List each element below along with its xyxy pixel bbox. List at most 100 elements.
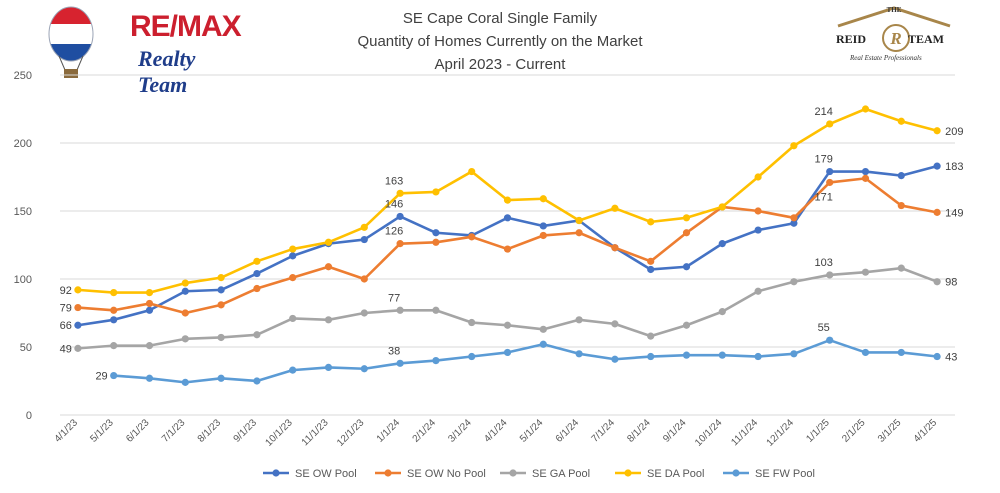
data-point [647,352,655,361]
data-point [289,245,297,253]
x-tick-label: 8/1/23 [196,417,224,445]
y-tick-label: 150 [14,206,32,218]
x-tick-label: 6/1/24 [554,417,582,445]
data-point [826,178,834,187]
data-point [790,350,798,358]
data-point [790,214,798,222]
data-point [360,235,368,244]
data-label: 55 [818,322,830,334]
data-point [110,316,118,324]
data-point [396,189,404,197]
data-point [360,309,368,317]
data-point [110,371,118,380]
data-point [754,287,762,295]
x-tick-label: 5/1/24 [518,417,546,445]
data-point [503,196,512,204]
data-point [396,240,404,248]
data-point [110,342,118,350]
data-point [682,214,691,222]
data-label: 183 [945,161,963,173]
data-point [861,348,870,357]
data-point [575,316,583,324]
x-tick-label: 10/1/24 [693,417,725,449]
x-tick-label: 7/1/23 [160,417,188,445]
data-point [74,286,82,294]
data-point [861,268,870,276]
data-point [289,274,297,282]
data-point [145,374,154,382]
data-point [539,325,547,333]
hot-air-balloon-icon [48,6,94,78]
data-point [611,355,619,363]
data-label: 146 [385,198,403,210]
data-point [611,244,619,252]
data-point [826,120,834,128]
data-point [647,332,655,340]
x-tick-label: 5/1/23 [88,417,116,445]
data-point [217,301,225,309]
x-tick-label: 2/1/25 [840,417,868,445]
reid-the-text: THE [886,6,902,14]
data-point [396,212,404,221]
data-label: 66 [60,320,72,332]
y-tick-label: 50 [20,342,32,354]
legend-item: SE DA Pool [615,468,704,480]
data-point [790,219,798,227]
reid-team-text: TEAM [908,32,944,46]
data-point [110,306,118,314]
legend-swatch-marker [624,469,632,477]
data-label: 77 [388,292,400,304]
data-point [468,352,476,361]
data-point [503,245,512,253]
series-se-da-pool [74,105,941,297]
data-point [253,257,261,265]
data-point [468,233,476,241]
data-point [933,127,941,135]
data-point [324,363,333,371]
chart-title-line-2: Quantity of Homes Currently on the Marke… [357,33,643,50]
x-tick-label: 8/1/24 [625,417,653,445]
x-tick-label: 10/1/23 [263,417,295,449]
data-point [432,306,440,314]
data-label: 149 [945,207,963,219]
legend-item: SE OW No Pool [375,468,486,480]
data-point [145,306,154,314]
data-point [503,321,512,329]
x-tick-label: 4/1/23 [53,417,81,445]
legend-swatch-marker [272,469,280,477]
data-point [145,289,154,297]
data-label: 103 [815,257,833,269]
data-point [360,275,368,283]
svg-text:R: R [889,29,901,48]
reid-subtitle-text: Real Estate Professionals [850,54,922,62]
data-point [682,321,691,329]
legend-label: SE FW Pool [755,468,815,480]
chart-title-line-1: SE Cape Coral Single Family [402,10,598,27]
data-label: 171 [815,191,833,203]
x-tick-label: 12/1/24 [765,417,797,449]
legend-item: SE GA Pool [500,468,590,480]
data-label: 92 [60,285,72,297]
data-label: 126 [385,226,403,238]
data-point [718,351,726,359]
data-point [503,348,512,357]
data-point [682,263,691,271]
data-label: 79 [60,303,72,315]
series-se-ow-pool [74,162,941,329]
legend-swatch-marker [509,469,517,477]
data-point [324,316,333,324]
data-point [539,195,547,203]
data-point [790,278,798,286]
x-tick-label: 4/1/25 [912,417,940,445]
data-point [754,352,762,361]
series-se-fw-pool [110,336,941,386]
data-point [110,289,118,297]
data-point [539,231,547,240]
data-point [826,271,834,279]
data-point [826,167,834,176]
data-point [933,208,941,216]
data-point [145,299,154,308]
x-tick-label: 7/1/24 [590,417,618,445]
data-point [253,269,261,278]
